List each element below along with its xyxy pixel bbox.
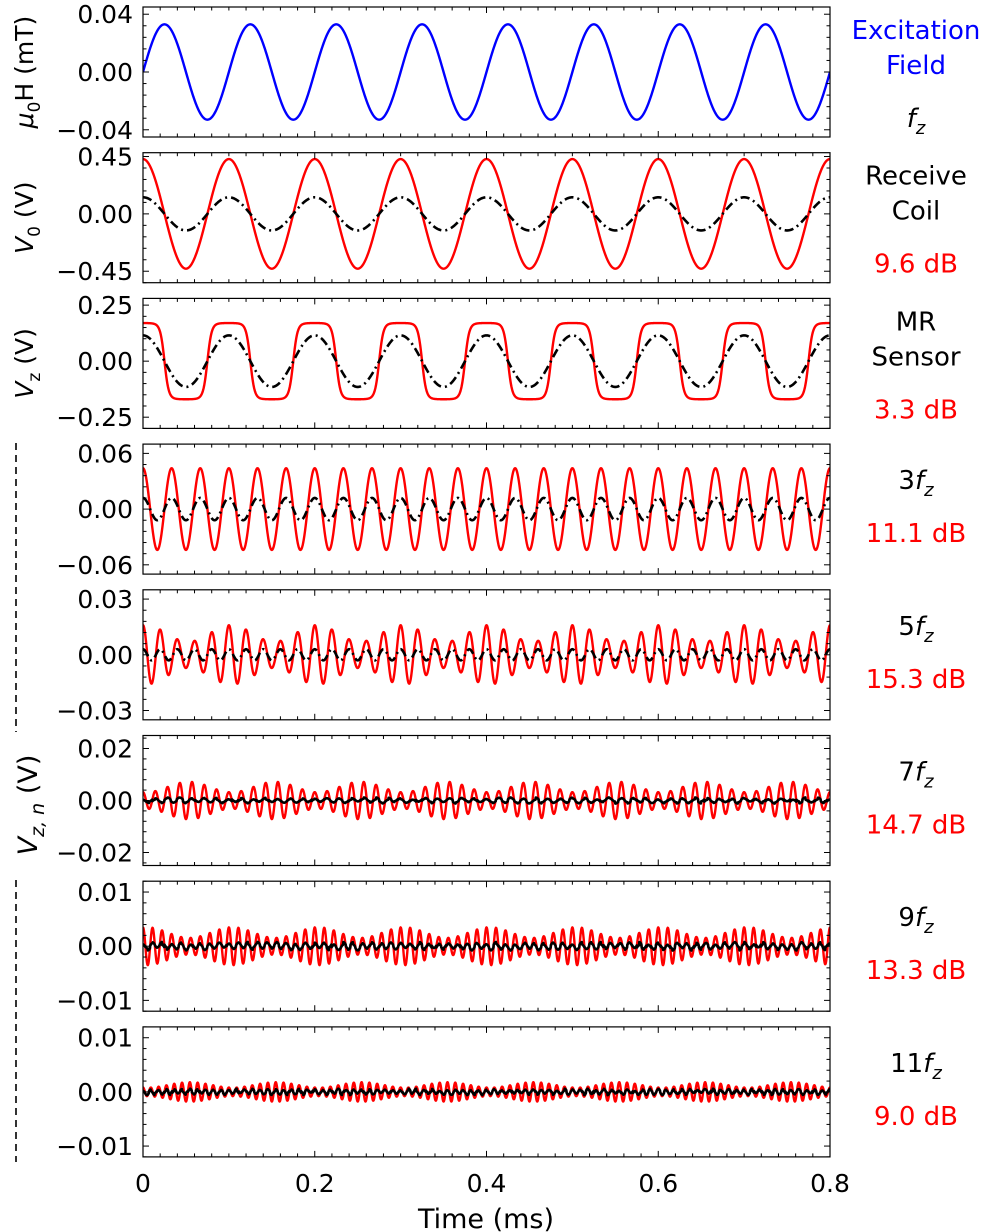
series-line-receive-coil-1 [143,157,830,270]
series-line-harmonic-7-1 [143,780,830,821]
harmonic-label-excitation: fz [907,104,926,139]
y-tick-label: 0.00 [77,58,133,87]
y-tick-label: 0.00 [77,641,133,670]
panel-excitation: 0.04 0.00 −0.04 μ0H (mT) Excitation Field fz [10,0,980,145]
y-tick-label: −0.01 [56,1132,133,1161]
y-tick-label: 0.45 [77,143,133,172]
series-line-harmonic-11-2 [143,1087,830,1097]
plot-frame-receive-coil [142,152,831,284]
series-line-harmonic-5-2 [143,647,830,662]
snr-label-mr-sensor: 3.3 dB [874,395,958,425]
series-line-harmonic-11-1 [143,1080,830,1103]
y-tick-label: −0.06 [56,551,133,580]
panel-harmonic-11: 0.01 0.00 −0.01 11fz 9.0 dB [56,1024,958,1161]
y-tick-label: 0.01 [77,878,133,907]
x-tick-label: 0.2 [295,1169,335,1198]
panel-mr-sensor: 0.25 0.00 −0.25 Vz (V) MR Sensor 3.3 dB [10,291,961,432]
x-axis-label: Time (ms) [417,1204,554,1232]
harmonic-label-harmonic-5: 5fz [898,612,934,647]
y-tick-label: 0.03 [77,585,133,614]
panel-title-excitation: Field [886,51,946,81]
panel-title-excitation: Excitation [852,16,981,46]
y-tick-label: 0.00 [77,1078,133,1107]
panel-title-mr-sensor: Sensor [871,342,960,372]
y-tick-label: −0.03 [56,697,133,726]
x-tick-label: 0.4 [467,1169,507,1198]
y-tick-label: 0.25 [77,291,133,320]
shared-y-axis-label-group: Vz, n (V) [13,443,49,1162]
y-axis-label-receive-coil: V0 (V) [10,181,45,254]
plot-frame-harmonic-5 [142,589,831,721]
y-axis-label-excitation: μ0H (mT) [10,16,45,130]
series-line-harmonic-3-1 [143,467,830,552]
panel-harmonic-7: 0.02 0.00 −0.02 7fz 14.7 dB [56,735,966,868]
y-tick-label: 0.00 [77,347,133,376]
x-tick-label: 0 [135,1169,151,1198]
plot-frame-mr-sensor [142,297,831,429]
snr-label-harmonic-11: 9.0 dB [874,1102,958,1132]
snr-label-harmonic-9: 13.3 dB [866,956,967,986]
snr-label-receive-coil: 9.6 dB [874,250,958,280]
snr-label-harmonic-7: 14.7 dB [866,811,967,841]
plot-frame-harmonic-3 [142,443,831,575]
panel-harmonic-5: 0.03 0.00 −0.03 5fz 15.3 dB [56,585,966,725]
series-line-harmonic-9-1 [143,926,830,967]
y-tick-label: 0.00 [77,200,133,229]
panel-title-receive-coil: Coil [892,197,941,227]
y-tick-label: 0.06 [77,439,133,468]
series-line-mr-sensor-2 [143,334,830,389]
series-line-harmonic-3-2 [143,496,830,522]
series-line-harmonic-9-2 [143,940,830,952]
harmonic-label-harmonic-7: 7fz [898,758,934,793]
panel-title-mr-sensor: MR [896,307,937,337]
y-tick-label: 0.00 [77,495,133,524]
y-axis-label-mr-sensor: Vz (V) [10,328,45,399]
panel-harmonic-3: 0.06 0.00 −0.06 3fz 11.1 dB [56,439,966,579]
series-line-harmonic-5-1 [143,624,830,685]
y-tick-label: −0.01 [56,986,133,1015]
y-tick-label: 0.00 [77,787,133,816]
harmonic-label-harmonic-11: 11fz [890,1049,942,1084]
series-line-excitation-1 [143,23,830,121]
panel-receive-coil: 0.45 0.00 −0.45 V0 (V) Receive Coil 9.6 dB [10,143,967,287]
panel-harmonic-9: 0.01 0.00 −0.01 9fz 13.3 dB [56,878,966,1015]
series-line-mr-sensor-1 [143,321,830,401]
y-tick-label: 0.00 [77,932,133,961]
y-tick-label: 0.01 [77,1024,133,1053]
shared-y-axis-label: Vz, n (V) [13,755,49,856]
x-tick-label: 0.8 [810,1169,850,1198]
snr-label-harmonic-5: 15.3 dB [866,665,967,695]
y-tick-label: 0.04 [77,0,133,29]
y-tick-label: −0.04 [56,116,133,145]
snr-label-harmonic-3: 11.1 dB [866,519,967,549]
y-tick-label: −0.25 [56,403,133,432]
harmonic-label-harmonic-3: 3fz [898,466,934,501]
series-line-harmonic-7-2 [143,796,830,805]
y-tick-label: −0.45 [56,257,133,286]
y-tick-label: −0.02 [56,839,133,868]
y-tick-label: 0.02 [77,735,133,764]
series-line-receive-coil-2 [143,196,830,232]
harmonic-label-harmonic-9: 9fz [898,903,934,938]
x-tick-label: 0.6 [638,1169,678,1198]
panel-title-receive-coil: Receive [865,162,967,192]
